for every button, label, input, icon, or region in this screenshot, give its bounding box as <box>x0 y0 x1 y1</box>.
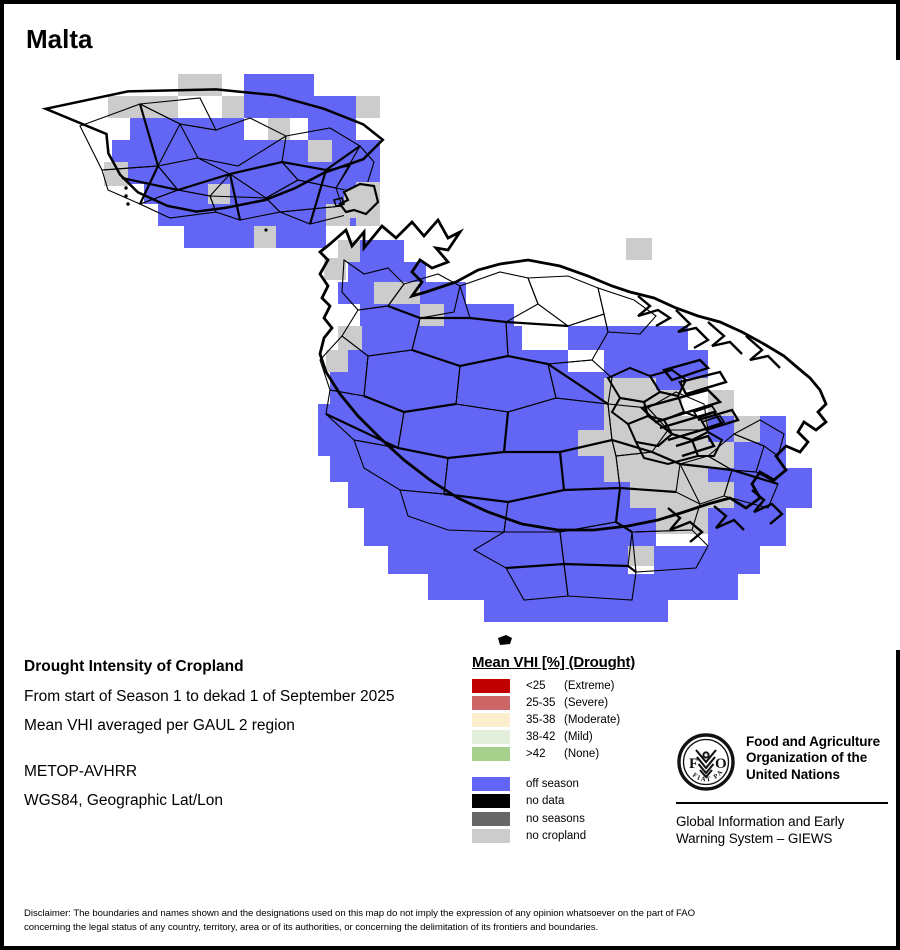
giews-system-name: Global Information and Early Warning Sys… <box>676 813 888 848</box>
giews-line-2: Warning System – GIEWS <box>676 831 833 847</box>
legend-swatch-severe <box>472 696 510 710</box>
giews-line-1: Global Information and Early <box>676 814 845 829</box>
legend-label-mild: 38-42 (Mild) <box>526 731 593 743</box>
legend-item-extreme[interactable]: <25 (Extreme) <box>472 678 692 694</box>
legend-label-none: >42 (None) <box>526 748 600 760</box>
legend-swatch-none <box>472 747 510 761</box>
metadata-aggregation: Mean VHI averaged per GAUL 2 region <box>24 717 295 734</box>
svg-text:O: O <box>715 756 727 772</box>
legend-label-severe: 25-35 (Severe) <box>526 697 609 709</box>
gozo-raster-cells <box>104 74 380 248</box>
legend-label-no-seasons: no seasons <box>526 812 585 825</box>
disclaimer: Disclaimer: The boundaries and names sho… <box>24 907 884 936</box>
fao-header: F O FIAT PANIS Food and Agriculture Orga… <box>673 727 888 792</box>
legend-swatch-moderate <box>472 713 510 727</box>
map-metadata: Drought Intensity of Cropland From start… <box>24 659 464 823</box>
legend-item-no-seasons[interactable]: no seasons <box>472 810 692 828</box>
legend-label-off-season: off season <box>526 777 579 790</box>
metadata-period: From start of Season 1 to dekad 1 of Sep… <box>24 687 395 705</box>
map-canvas[interactable] <box>8 60 900 650</box>
fao-organization-name: Food and Agriculture Organization of the… <box>746 732 880 783</box>
legend-label-moderate: 35-38 (Moderate) <box>526 714 621 726</box>
comino-island <box>332 182 380 226</box>
metadata-heading: Drought Intensity of Cropland <box>24 658 244 675</box>
legend-swatch-mild <box>472 730 510 744</box>
legend-spacer <box>472 763 692 775</box>
legend-swatch-no-cropland <box>472 829 510 844</box>
fao-logo-icon: F O FIAT PANIS <box>673 727 736 792</box>
fao-divider <box>676 802 888 804</box>
metadata-projection: WGS84, Geographic Lat/Lon <box>24 792 224 809</box>
disclaimer-line-2: concerning the legal status of any count… <box>24 922 599 934</box>
legend-item-mild[interactable]: 38-42 (Mild) <box>472 729 692 745</box>
page-title: Malta <box>26 24 93 54</box>
fao-org-line-1: Food and Agriculture <box>746 734 880 749</box>
legend-item-off-season[interactable]: off season <box>472 775 692 793</box>
legend-item-no-cropland[interactable]: no cropland <box>472 828 692 846</box>
disclaimer-line-1: Disclaimer: The boundaries and names sho… <box>24 908 696 919</box>
map-legend: Mean VHI [%] (Drought) <25 (Extreme) 25-3… <box>472 654 692 845</box>
metadata-sensor: METOP-AVHRR <box>24 762 138 780</box>
legend-swatch-no-data <box>472 794 510 809</box>
malta-map[interactable] <box>8 60 900 650</box>
legend-item-no-data[interactable]: no data <box>472 793 692 811</box>
malta-boundaries <box>317 217 828 601</box>
legend-swatch-off-season <box>472 776 510 791</box>
filfla-islet <box>498 635 512 645</box>
legend-title: Mean VHI [%] (Drought) <box>472 654 636 671</box>
fao-org-line-2: Organization of the <box>746 750 868 766</box>
legend-item-moderate[interactable]: 35-38 (Moderate) <box>472 712 692 728</box>
legend-item-severe[interactable]: 25-35 (Severe) <box>472 695 692 711</box>
legend-label-no-data: no data <box>526 795 565 808</box>
gozo-boundaries <box>41 88 385 232</box>
legend-label-extreme: <25 (Extreme) <box>526 680 615 692</box>
legend-swatch-no-seasons <box>472 811 510 826</box>
fao-org-line-3: United Nations <box>746 766 840 782</box>
legend-swatch-extreme <box>472 679 510 693</box>
fao-branding: F O FIAT PANIS Food and Agriculture Orga… <box>673 727 888 848</box>
legend-item-none[interactable]: >42 (None) <box>472 746 692 762</box>
svg-text:F: F <box>689 756 698 772</box>
legend-label-no-cropland: no cropland <box>526 830 587 843</box>
metadata-spacer <box>24 748 464 764</box>
